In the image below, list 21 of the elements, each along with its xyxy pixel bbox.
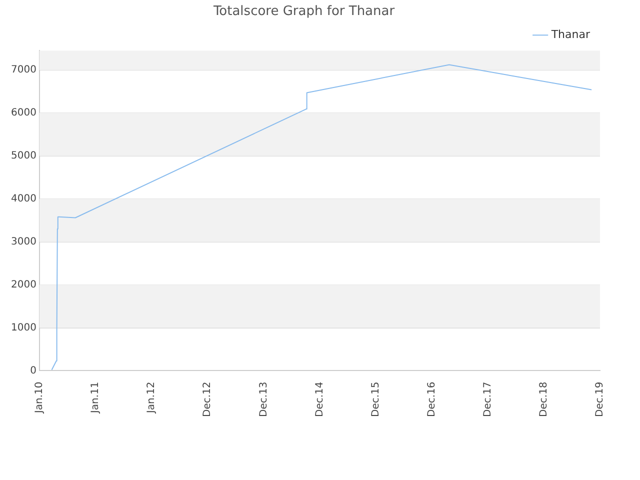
y-tick-label: 3000 <box>10 236 36 248</box>
y-tick-label: 4000 <box>10 193 36 204</box>
y-tick-label: 5000 <box>10 150 36 162</box>
x-tick-label: Jan.12 <box>146 382 158 414</box>
legend-label: Thanar <box>550 28 590 41</box>
chart-title: Totalscore Graph for Thanar <box>212 4 396 20</box>
x-tick-label: Jan.11 <box>90 382 102 414</box>
x-tick-label: Dec.12 <box>202 382 214 418</box>
x-tick-label: Dec.16 <box>426 382 438 418</box>
y-tick-label: 2000 <box>10 279 36 290</box>
x-tick-label: Dec.14 <box>314 382 326 418</box>
x-tick-label: Dec.17 <box>482 382 494 418</box>
x-tick-label: Dec.13 <box>258 382 270 418</box>
x-tick-label: Dec.15 <box>370 382 382 418</box>
y-tick-label: 1000 <box>10 322 36 334</box>
x-tick-label: Dec.18 <box>538 382 550 418</box>
y-tick-label: 0 <box>30 365 36 376</box>
x-tick-label: Dec.19 <box>594 382 606 418</box>
y-tick-label: 6000 <box>10 108 36 119</box>
x-tick-label: Jan.10 <box>34 382 46 414</box>
y-tick-label: 7000 <box>10 64 36 76</box>
